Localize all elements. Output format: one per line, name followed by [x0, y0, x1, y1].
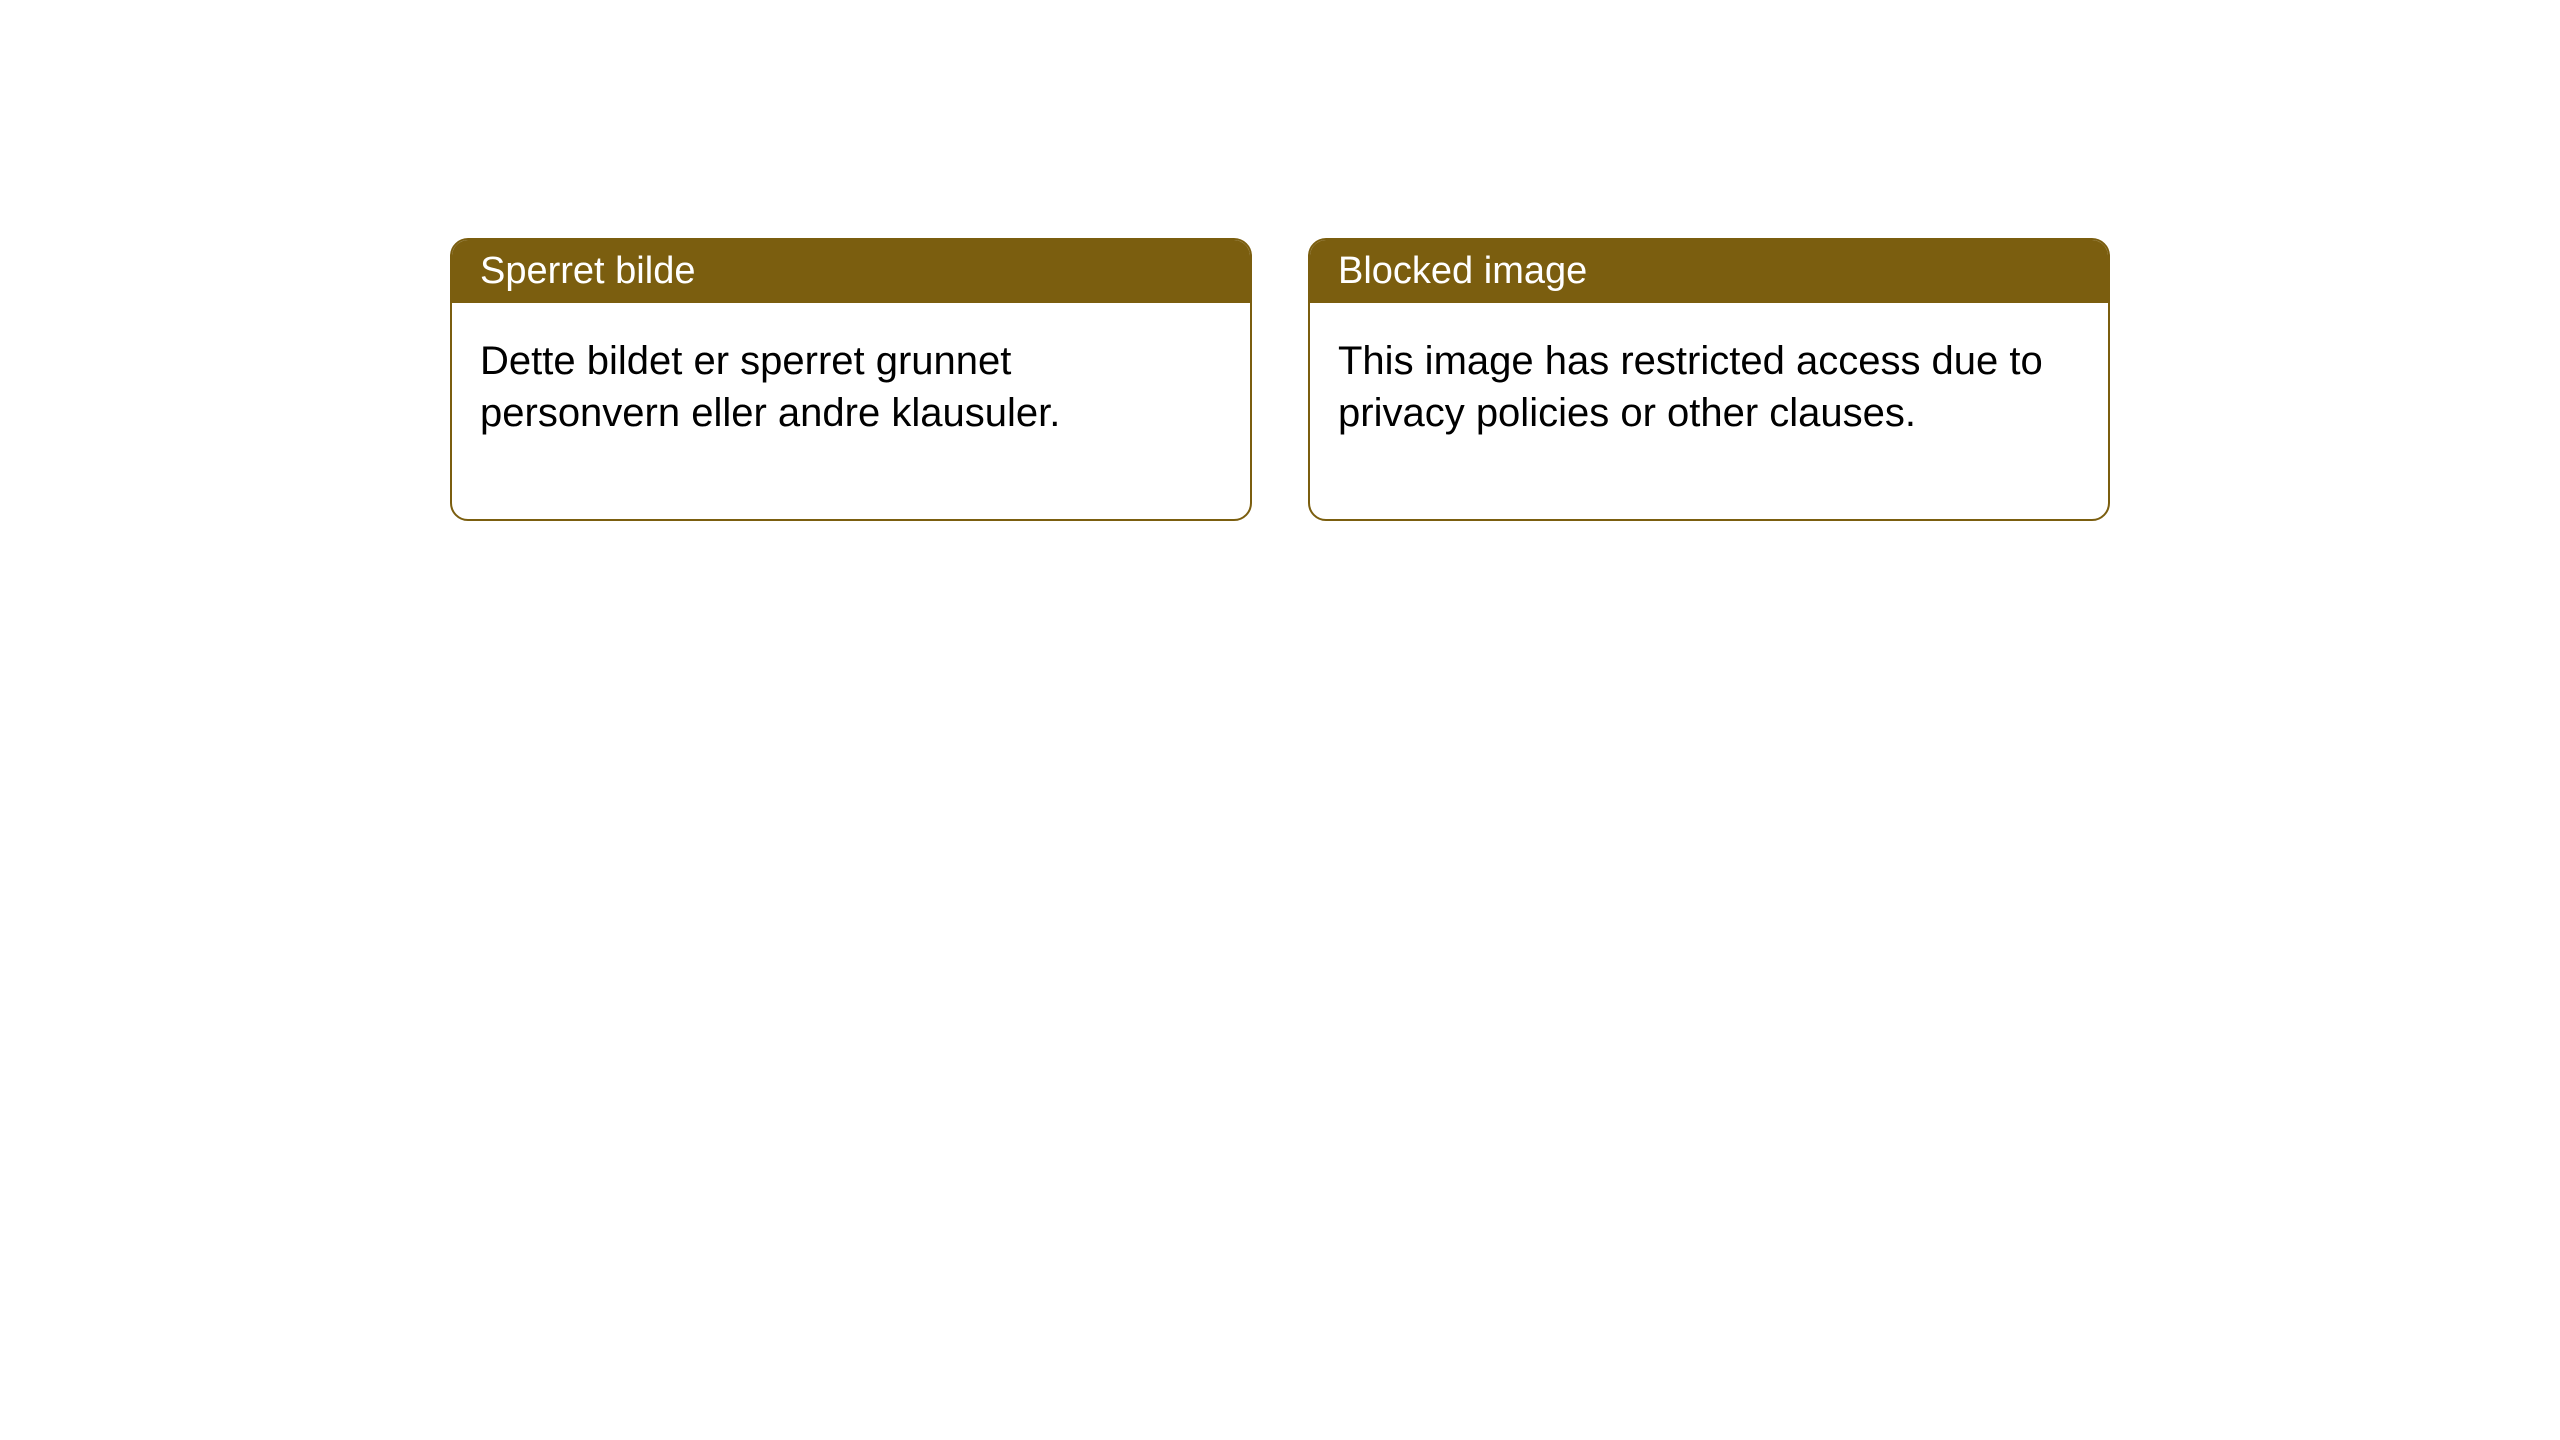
notice-cards-container: Sperret bilde Dette bildet er sperret gr… [0, 0, 2560, 521]
notice-card-header: Blocked image [1310, 240, 2108, 303]
notice-card-body: Dette bildet er sperret grunnet personve… [452, 303, 1250, 519]
notice-card-title: Blocked image [1338, 250, 1587, 292]
notice-card-header: Sperret bilde [452, 240, 1250, 303]
notice-card-body: This image has restricted access due to … [1310, 303, 2108, 519]
notice-card-norwegian: Sperret bilde Dette bildet er sperret gr… [450, 238, 1252, 521]
notice-card-body-text: Dette bildet er sperret grunnet personve… [480, 339, 1060, 435]
notice-card-title: Sperret bilde [480, 250, 695, 292]
notice-card-english: Blocked image This image has restricted … [1308, 238, 2110, 521]
notice-card-body-text: This image has restricted access due to … [1338, 339, 2043, 435]
